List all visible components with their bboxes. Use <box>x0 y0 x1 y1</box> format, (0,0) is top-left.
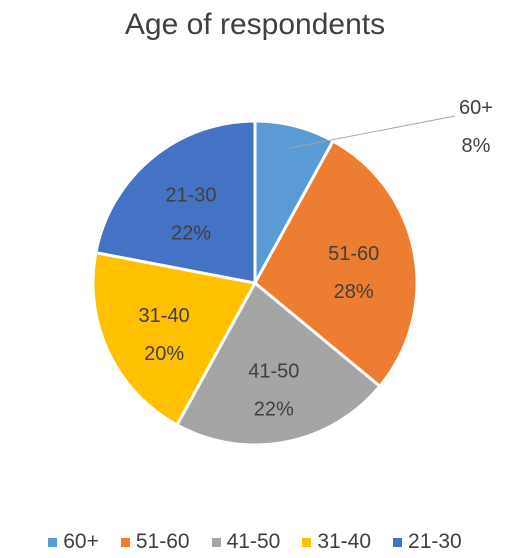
slice-category-label-41-50: 41-50 <box>248 361 299 383</box>
pie-slice-31-40 <box>91 250 258 427</box>
slice-category-label-21-30: 21-30 <box>165 185 216 207</box>
legend-swatch-60plus <box>48 537 58 547</box>
legend-swatch-21-30 <box>393 537 403 547</box>
legend-label-31-40: 31-40 <box>317 530 372 553</box>
slice-value-label-31-40: 20% <box>144 343 184 365</box>
legend-swatch-31-40 <box>302 537 312 547</box>
slice-value-label-51-60: 28% <box>334 281 374 303</box>
pie-slice-41-50 <box>174 280 382 447</box>
slice-value-label-41-50: 22% <box>254 399 294 421</box>
slice-value-label-21-30: 22% <box>171 223 211 245</box>
legend-label-60plus: 60+ <box>63 530 99 553</box>
legend-item-31-40: 31-40 <box>302 530 371 554</box>
pie-chart: 60+ 8% 51-60 28% 41-50 22% 31-40 20% 21-30 22% <box>91 97 493 447</box>
slice-category-label-51-60: 51-60 <box>328 243 379 265</box>
legend-label-51-60: 51-60 <box>135 530 190 553</box>
legend-item-41-50: 41-50 <box>211 530 281 554</box>
legend-item-51-60: 51-60 <box>120 530 190 554</box>
legend-item-60plus: 60+ <box>48 530 99 554</box>
legend-swatch-41-50 <box>211 537 221 547</box>
slice-value-label-60plus: 8% <box>462 135 491 157</box>
legend-label-41-50: 41-50 <box>226 530 281 553</box>
pie-slice-21-30 <box>94 119 257 285</box>
chart-legend: 60+ 51-60 41-50 31-40 21-30 <box>0 530 510 554</box>
chart-title: Age of respondents <box>124 8 386 41</box>
slice-category-label-31-40: 31-40 <box>139 305 190 327</box>
leader-line-60plus <box>289 115 456 149</box>
slice-category-label-60plus: 60+ <box>459 97 493 119</box>
pie-slice-51-60 <box>253 138 419 389</box>
legend-swatch-51-60 <box>120 537 130 547</box>
legend-label-21-30: 21-30 <box>408 530 462 553</box>
legend-item-21-30: 21-30 <box>393 530 462 554</box>
